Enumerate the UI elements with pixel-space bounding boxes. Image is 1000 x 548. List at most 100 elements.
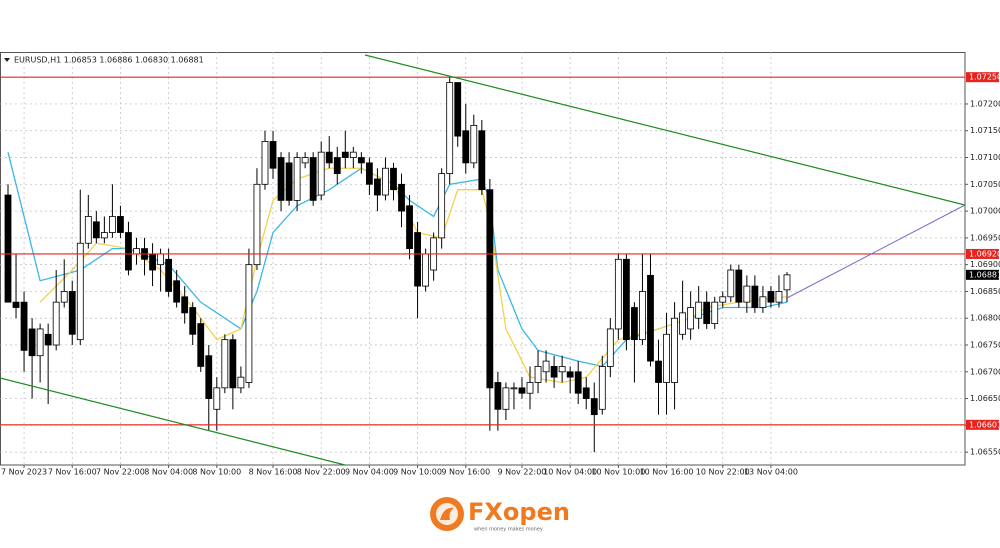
candle-body xyxy=(68,291,76,335)
trend-line xyxy=(364,54,965,206)
x-tick-label: 7 Nov 22:00 xyxy=(96,468,145,477)
candle-body xyxy=(52,301,60,346)
x-tick-label: 9 Nov 22:00 xyxy=(498,468,547,477)
candle-body xyxy=(687,307,695,330)
y-tick-label: 1.07150 xyxy=(970,126,1000,135)
candle-body xyxy=(406,205,413,249)
x-tick-label: 10 Nov 10:00 xyxy=(591,468,645,477)
candle-body xyxy=(446,82,454,174)
candle-body xyxy=(221,339,229,389)
candle-body xyxy=(20,301,28,351)
y-tick-label: 1.06650 xyxy=(970,394,1000,403)
candle-body xyxy=(205,355,213,399)
candle-body xyxy=(76,242,84,341)
candle-body xyxy=(133,248,140,255)
candle-body xyxy=(510,387,518,390)
candle-body xyxy=(109,216,116,233)
candle-body xyxy=(197,323,205,367)
brand: FXopen xyxy=(468,498,570,526)
candle-body xyxy=(44,333,52,346)
level-label-box xyxy=(966,248,999,259)
candle-body xyxy=(478,130,486,191)
candle-body xyxy=(237,376,245,389)
candle-body xyxy=(189,307,197,335)
candle-body xyxy=(462,130,470,164)
x-tick-label: 13 Nov 04:00 xyxy=(744,468,798,477)
candle-body xyxy=(277,157,285,201)
candle-body xyxy=(438,173,446,239)
candle-body xyxy=(117,216,124,233)
candle-body xyxy=(325,151,333,164)
candle-body xyxy=(470,124,478,164)
candle-body xyxy=(526,382,534,394)
plot-frame xyxy=(0,52,966,466)
axes: 1.065501.066001.066501.067001.067501.068… xyxy=(1,72,1000,477)
y-tick-label: 1.06850 xyxy=(970,287,1000,296)
candle-body xyxy=(494,382,502,410)
candle-body xyxy=(374,178,381,196)
candle-body xyxy=(165,258,173,292)
candle-body xyxy=(173,280,181,303)
candle-body xyxy=(711,301,719,324)
x-tick-label: 8 Nov 16:00 xyxy=(249,468,298,477)
y-tick-label: 1.06550 xyxy=(970,448,1000,457)
candle-body xyxy=(639,291,646,341)
y-tick-label: 1.06900 xyxy=(970,260,1000,269)
x-tick-label: 8 Nov 10:00 xyxy=(192,468,241,477)
y-tick-label: 1.07050 xyxy=(970,180,1000,189)
candle-body xyxy=(703,301,711,324)
candle-body xyxy=(309,157,317,201)
candle-body xyxy=(84,216,92,244)
last-price-label: 1.06881 xyxy=(969,270,1000,279)
candle-body xyxy=(333,157,341,174)
x-tick-label: 10 Nov 04:00 xyxy=(543,468,597,477)
y-tick-label: 1.07100 xyxy=(970,153,1000,162)
x-tick-label: 10 Nov 16:00 xyxy=(640,468,694,477)
x-tick-label: 9 Nov 04:00 xyxy=(345,468,394,477)
brand-prefix: FX xyxy=(468,498,503,526)
logo: FXopen when money makes money xyxy=(430,497,570,533)
candle-body xyxy=(647,274,654,362)
candle-body xyxy=(390,167,397,191)
candle-body xyxy=(4,194,12,303)
candle-body xyxy=(92,221,100,239)
menu-arrow xyxy=(4,58,10,62)
candle-body xyxy=(663,333,670,383)
level-label-box xyxy=(966,419,999,430)
level-label: 1.06920 xyxy=(969,249,1000,258)
candle-body xyxy=(349,151,357,158)
x-tick-label: 7 Nov 16:00 xyxy=(48,468,97,477)
candle-body xyxy=(36,328,44,357)
trend-ray xyxy=(786,204,965,299)
candle-body xyxy=(60,291,68,303)
candle-body xyxy=(28,328,36,357)
candle-body xyxy=(502,387,510,410)
candle-body xyxy=(261,141,269,185)
candle-body xyxy=(558,366,566,373)
candle-body xyxy=(767,291,775,303)
trend-line xyxy=(0,377,346,465)
candle-body xyxy=(486,189,494,389)
candle-body xyxy=(125,232,132,271)
candle-body xyxy=(542,360,550,373)
candle-body xyxy=(398,183,405,212)
plot-area xyxy=(0,76,965,453)
x-tick-label: 7 Nov 2023 xyxy=(1,468,47,477)
candle-body xyxy=(414,232,421,287)
brand-suffix: open xyxy=(503,498,570,526)
candle-body xyxy=(550,366,558,378)
candle-body xyxy=(735,269,743,303)
tagline: when money makes money xyxy=(474,527,543,533)
y-tick-label: 1.06750 xyxy=(970,341,1000,350)
y-tick-label: 1.07000 xyxy=(970,207,1000,216)
candle-body xyxy=(751,285,759,308)
candle-body xyxy=(695,301,703,319)
candle-body xyxy=(422,253,430,287)
candle-body xyxy=(293,157,301,201)
candle-body xyxy=(357,157,365,164)
candle-body xyxy=(566,371,574,378)
last-price-box xyxy=(966,269,999,280)
candle-body xyxy=(614,258,622,330)
trend-lines xyxy=(0,54,965,465)
candle-body xyxy=(534,366,542,383)
